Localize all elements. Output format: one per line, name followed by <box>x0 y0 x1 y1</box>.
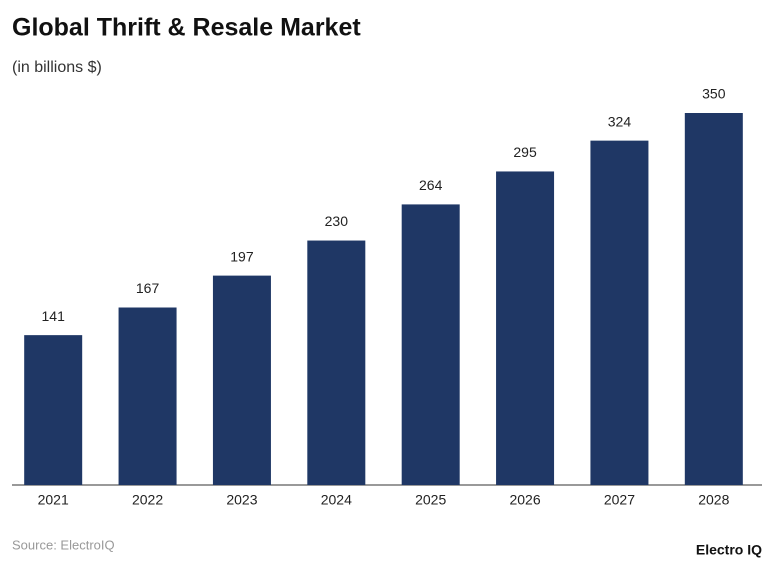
x-tick-label: 2026 <box>509 492 540 508</box>
bar <box>590 140 649 486</box>
x-tick-label: 2025 <box>415 492 446 508</box>
source: Source: ElectroIQ <box>12 537 115 552</box>
brand: Electro IQ <box>696 542 762 558</box>
value-label: 264 <box>419 177 443 193</box>
bar <box>401 204 460 486</box>
x-tick-label: 2021 <box>38 492 69 508</box>
value-label: 295 <box>513 144 537 160</box>
bar <box>684 113 743 485</box>
chart-subtitle: (in billions $) <box>12 59 102 76</box>
value-label: 350 <box>702 86 726 102</box>
value-label: 197 <box>230 248 254 264</box>
value-label: 141 <box>42 308 66 324</box>
bar <box>24 335 83 485</box>
value-label: 324 <box>608 113 632 129</box>
x-tick-label: 2023 <box>226 492 257 508</box>
value-label: 230 <box>325 213 349 229</box>
value-label: 167 <box>136 280 160 296</box>
bar <box>118 307 177 485</box>
chart-title: Global Thrift & Resale Market <box>12 14 361 42</box>
bar <box>496 171 555 485</box>
x-tick-label: 2022 <box>132 492 163 508</box>
x-tick-label: 2028 <box>698 492 729 508</box>
bar <box>212 275 271 485</box>
x-tick-label: 2024 <box>321 492 352 508</box>
bar <box>307 240 366 485</box>
x-tick-label: 2027 <box>604 492 635 508</box>
